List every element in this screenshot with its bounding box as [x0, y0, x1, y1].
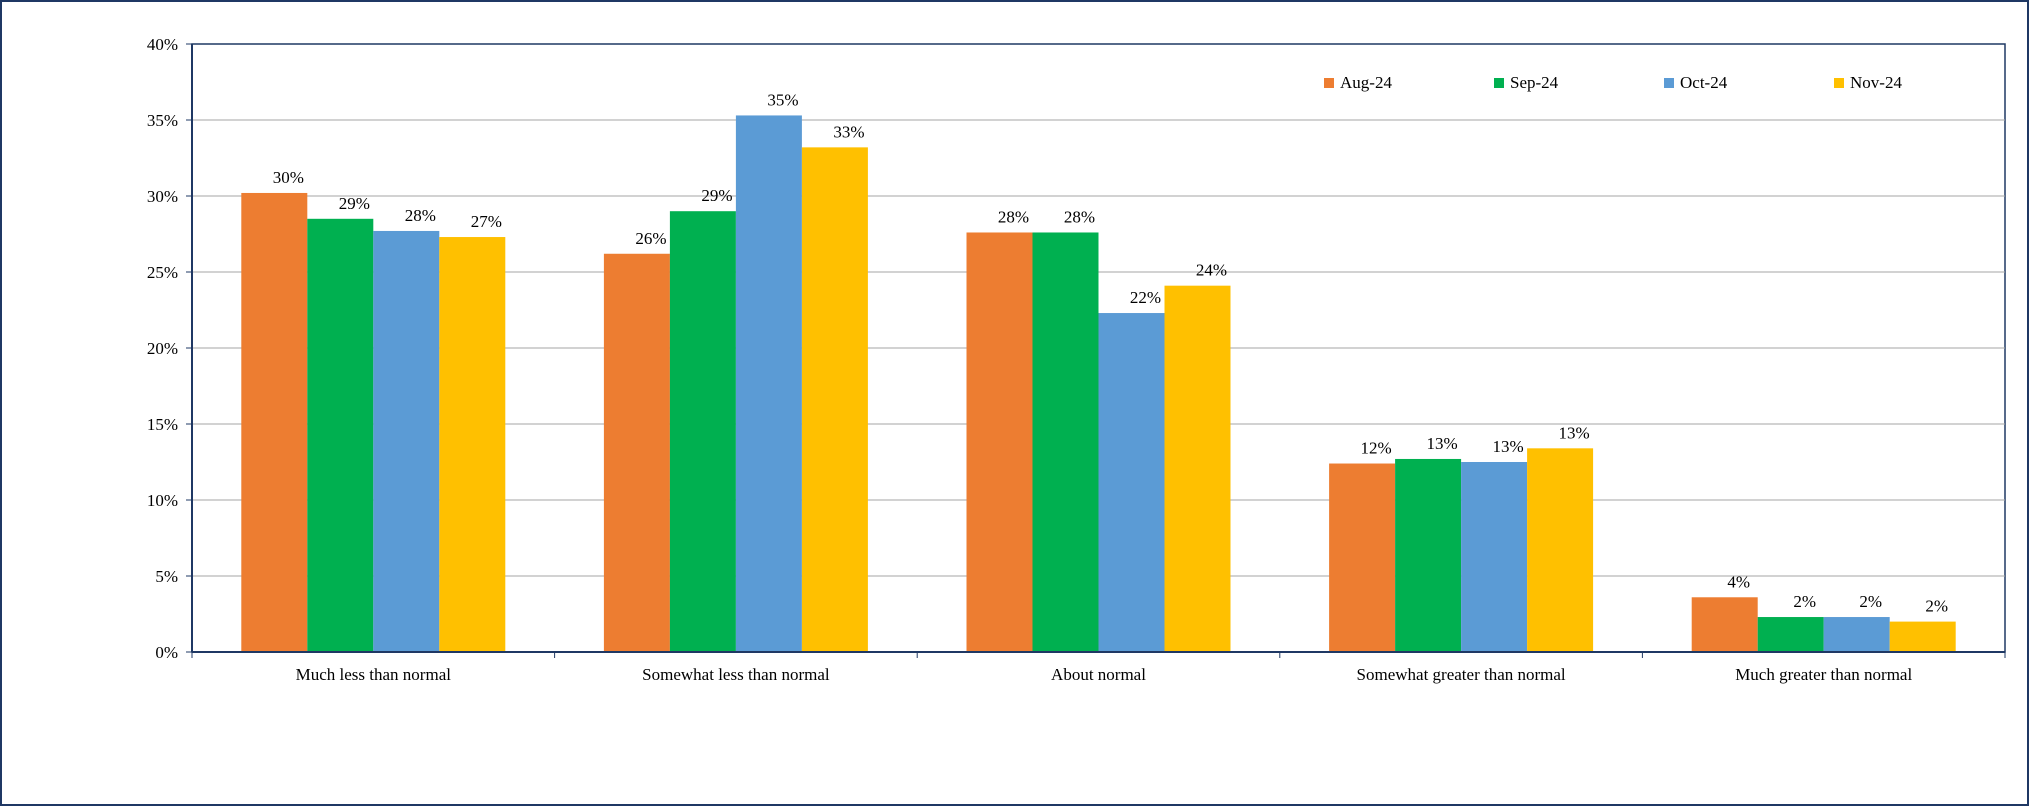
bar — [1098, 313, 1165, 652]
bar — [1461, 462, 1528, 652]
data-label: 13% — [1493, 437, 1524, 456]
y-tick-label: 40% — [147, 35, 178, 54]
data-label: 28% — [1064, 207, 1095, 226]
bar — [439, 237, 506, 653]
bar — [1329, 463, 1396, 652]
bar — [373, 230, 440, 652]
data-label: 27% — [471, 212, 502, 231]
legend-label: Oct-24 — [1680, 73, 1728, 92]
category-label: Much greater than normal — [1735, 665, 1912, 684]
bars — [241, 115, 1956, 653]
data-label: 28% — [405, 206, 436, 225]
legend-label: Sep-24 — [1510, 73, 1559, 92]
data-label: 35% — [767, 90, 798, 109]
bar — [1164, 285, 1231, 652]
y-tick-label: 10% — [147, 491, 178, 510]
data-label: 33% — [833, 122, 864, 141]
legend-swatch — [1494, 78, 1504, 88]
legend-swatch — [1834, 78, 1844, 88]
data-label: 2% — [1793, 592, 1816, 611]
bar — [1691, 597, 1758, 652]
data-label: 28% — [998, 207, 1029, 226]
data-label: 2% — [1859, 592, 1882, 611]
category-label: Somewhat greater than normal — [1357, 665, 1566, 684]
data-label: 24% — [1196, 261, 1227, 280]
category-label: Much less than normal — [296, 665, 452, 684]
bar — [1823, 617, 1890, 652]
bar — [603, 253, 670, 652]
data-label: 13% — [1427, 434, 1458, 453]
bar — [241, 192, 308, 652]
legend-label: Aug-24 — [1340, 73, 1392, 92]
bar — [1889, 621, 1956, 652]
bar — [1527, 448, 1594, 652]
data-label: 4% — [1727, 572, 1750, 591]
y-tick-label: 0% — [155, 643, 178, 662]
data-label: 22% — [1130, 288, 1161, 307]
y-tick-label: 30% — [147, 187, 178, 206]
data-label: 29% — [339, 194, 370, 213]
data-label: 26% — [635, 229, 666, 248]
data-label: 30% — [273, 168, 304, 187]
bar — [966, 232, 1033, 653]
legend: Aug-24 Sep-24 Oct-24 Nov-24 — [1324, 73, 1902, 92]
axes: 0% 5% 10% 15% 20% 25% 30% 35% 40% Much less than … — [147, 35, 2006, 684]
bar — [1032, 232, 1099, 653]
category-label: About normal — [1051, 665, 1146, 684]
data-label: 29% — [701, 186, 732, 205]
y-tick-label: 20% — [147, 339, 178, 358]
legend-label: Nov-24 — [1850, 73, 1902, 92]
data-label: 13% — [1559, 423, 1590, 442]
y-tick-label: 15% — [147, 415, 178, 434]
data-label: 2% — [1925, 597, 1948, 616]
y-tick-label: 35% — [147, 111, 178, 130]
bar — [1395, 458, 1462, 652]
data-label: 12% — [1361, 439, 1392, 458]
y-tick-label: 5% — [155, 567, 178, 586]
y-tick-label: 25% — [147, 263, 178, 282]
bar — [307, 218, 374, 653]
legend-swatch — [1324, 78, 1334, 88]
legend-swatch — [1664, 78, 1674, 88]
category-label: Somewhat less than normal — [642, 665, 830, 684]
bar — [801, 147, 868, 653]
data-labels: 30% 29% 28% 27% 26% 29% 35% 33% 28% 28% 22% 24% 12% 1… — [273, 90, 1948, 615]
bar — [735, 115, 802, 652]
bar — [1757, 617, 1824, 652]
bar — [669, 211, 736, 652]
